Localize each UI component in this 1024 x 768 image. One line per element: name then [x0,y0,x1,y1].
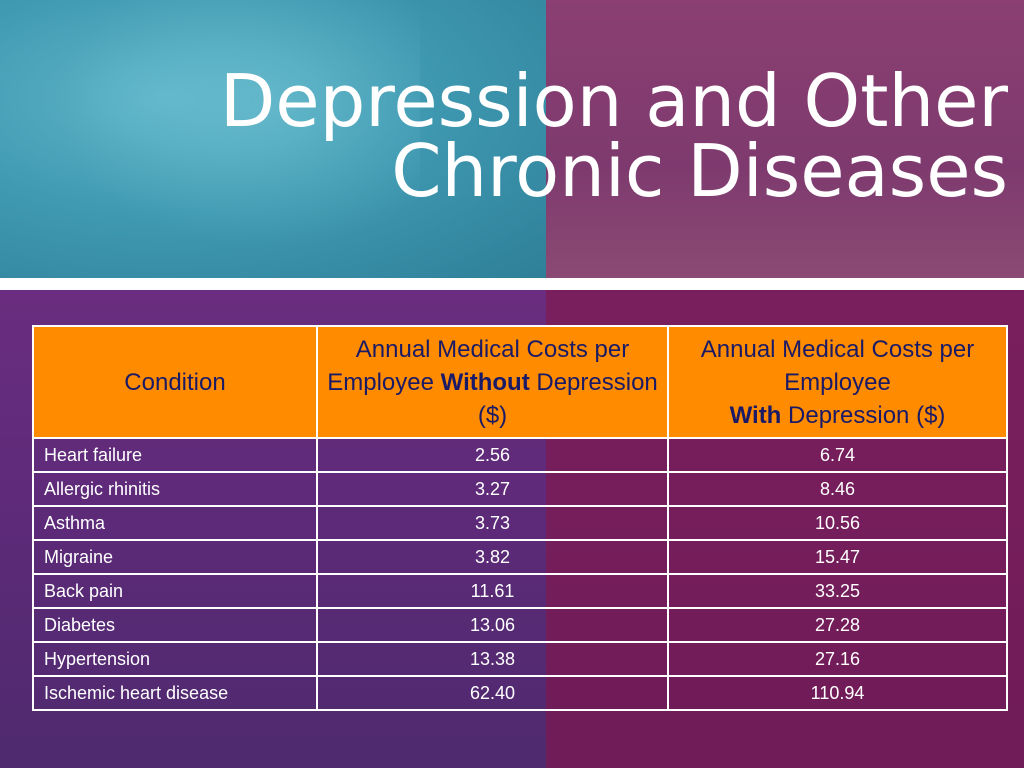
header-condition-label: Condition [124,368,226,396]
cell-with: 6.74 [667,437,1008,473]
table-row: Allergic rhinitis 3.27 8.46 [32,471,1008,507]
header-without-suffix: Depression ($) [477,368,658,429]
cell-without: 3.73 [316,505,669,541]
title-line-2: Chronic Diseases [391,129,1008,213]
slide-title: Depression and Other Chronic Diseases [219,59,1008,213]
cell-condition: Asthma [32,505,318,541]
cell-condition: Hypertension [32,641,318,677]
banner-photo-plum [546,0,1024,278]
header-with-suffix: Depression ($) [781,401,946,429]
cell-condition: Diabetes [32,607,318,643]
cell-with: 27.16 [667,641,1008,677]
cell-with: 15.47 [667,539,1008,575]
title-line-1: Depression and Other [219,59,1008,143]
cell-with: 8.46 [667,471,1008,507]
cell-without: 13.38 [316,641,669,677]
cell-without: 62.40 [316,675,669,711]
cell-with: 33.25 [667,573,1008,609]
cell-with: 10.56 [667,505,1008,541]
divider [0,278,1024,290]
header-condition: Condition [32,325,318,439]
header-without-emphasis: Without [440,368,530,396]
cell-without: 13.06 [316,607,669,643]
table-row: Heart failure 2.56 6.74 [32,437,1008,473]
banner-image [0,0,1024,278]
header-without-depression: Annual Medical Costs per Employee Withou… [316,325,669,439]
table-row: Migraine 3.82 15.47 [32,539,1008,575]
cost-table: Condition Annual Medical Costs per Emplo… [32,325,1008,711]
table-row: Hypertension 13.38 27.16 [32,641,1008,677]
header-with-depression: Annual Medical Costs per Employee With De… [667,325,1008,439]
cell-condition: Ischemic heart disease [32,675,318,711]
table-row: Back pain 11.61 33.25 [32,573,1008,609]
cell-condition: Back pain [32,573,318,609]
cell-without: 11.61 [316,573,669,609]
banner-photo-teal [0,0,546,278]
cell-condition: Heart failure [32,437,318,473]
cell-condition: Migraine [32,539,318,575]
header-without-text: Annual Medical Costs per Employee [327,335,630,396]
header-with-emphasis: With [729,401,782,429]
cell-condition: Allergic rhinitis [32,471,318,507]
cell-without: 3.27 [316,471,669,507]
table-row: Diabetes 13.06 27.28 [32,607,1008,643]
table-header-row: Condition Annual Medical Costs per Emplo… [32,325,1008,439]
header-with-text: Annual Medical Costs per Employee [700,335,975,396]
table-row: Asthma 3.73 10.56 [32,505,1008,541]
cell-without: 2.56 [316,437,669,473]
cell-with: 27.28 [667,607,1008,643]
cell-with: 110.94 [667,675,1008,711]
table-row: Ischemic heart disease 62.40 110.94 [32,675,1008,711]
cell-without: 3.82 [316,539,669,575]
